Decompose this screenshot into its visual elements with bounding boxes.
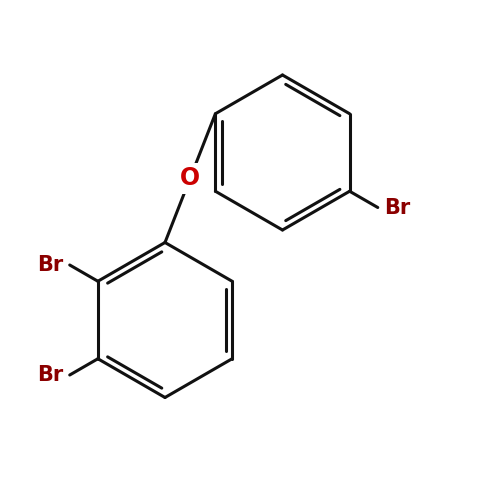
Text: O: O — [180, 166, 201, 190]
Text: Br: Br — [38, 365, 64, 385]
Text: Br: Br — [38, 255, 64, 275]
Text: Br: Br — [384, 198, 410, 218]
